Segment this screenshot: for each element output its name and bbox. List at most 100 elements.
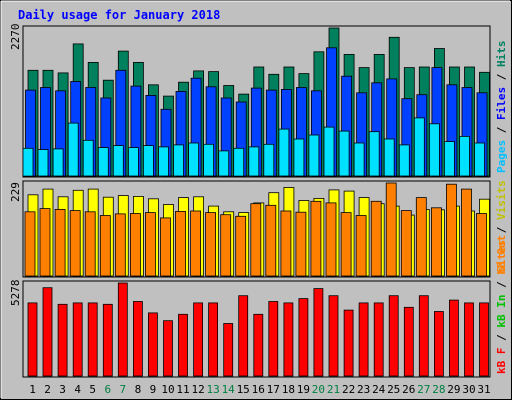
legend-mid: Sites / Visits xyxy=(495,180,508,273)
y-max-label-bottom: 5278 xyxy=(9,280,22,307)
day-label: 26 xyxy=(402,383,415,396)
bar-kbytes-day-30 xyxy=(464,302,474,377)
bar-pages-day-30 xyxy=(459,135,470,177)
bar-sites-day-2 xyxy=(39,208,51,277)
legend-top: Pages / Files / Hits xyxy=(495,41,508,174)
day-label: 7 xyxy=(119,383,126,396)
bar-kbytes-day-17 xyxy=(268,301,279,377)
bar-pages-day-3 xyxy=(52,148,64,177)
bar-sites-day-23 xyxy=(355,215,367,277)
day-label: 30 xyxy=(462,383,475,396)
day-label: 25 xyxy=(387,383,400,396)
bar-kbytes-day-6 xyxy=(102,303,113,377)
bar-sites-day-26 xyxy=(400,210,412,277)
bar-pages-day-1 xyxy=(22,147,34,177)
bar-sites-day-16 xyxy=(250,203,262,277)
bar-sites-day-1 xyxy=(24,211,36,277)
y-max-label-top: 2270 xyxy=(9,24,22,51)
day-label: 6 xyxy=(104,383,111,396)
bar-sites-day-27 xyxy=(415,197,427,277)
day-label: 20 xyxy=(312,383,325,396)
day-label: 24 xyxy=(372,383,386,396)
legend-files: Files xyxy=(495,87,508,120)
bar-kbytes-day-20 xyxy=(313,288,324,377)
day-label: 15 xyxy=(237,383,250,396)
day-label: 22 xyxy=(342,383,355,396)
bar-pages-day-11 xyxy=(173,144,184,177)
bar-pages-day-14 xyxy=(218,150,230,177)
legend-sep: / xyxy=(495,220,508,240)
bar-kbytes-day-7 xyxy=(117,282,128,377)
bar-kbytes-day-8 xyxy=(132,301,143,377)
bar-pages-day-13 xyxy=(203,143,215,177)
bar-sites-day-17 xyxy=(265,204,277,277)
day-label: 31 xyxy=(477,383,490,396)
bar-kbytes-day-21 xyxy=(328,295,339,377)
bar-kbytes-day-23 xyxy=(358,302,369,377)
bar-pages-day-19 xyxy=(293,138,305,177)
day-label: 5 xyxy=(89,383,96,396)
legend-kb-f: kB F xyxy=(495,348,508,375)
bar-sites-day-21 xyxy=(325,202,337,277)
bar-pages-day-20 xyxy=(308,134,320,177)
bar-pages-day-16 xyxy=(248,146,260,177)
bar-kbytes-day-4 xyxy=(72,302,83,377)
day-label: 4 xyxy=(74,383,81,396)
bar-pages-day-5 xyxy=(82,139,94,177)
bar-pages-day-15 xyxy=(233,147,245,177)
bar-kbytes-day-1 xyxy=(27,302,38,377)
day-label: 11 xyxy=(176,383,189,396)
legend-kb-out: kB Out xyxy=(495,235,508,275)
day-label: 2 xyxy=(44,383,51,396)
day-label: 14 xyxy=(222,383,236,396)
bar-pages-day-21 xyxy=(323,126,335,177)
bar-sites-day-24 xyxy=(370,200,382,277)
day-label: 10 xyxy=(161,383,174,396)
bar-pages-day-9 xyxy=(142,145,154,177)
bar-sites-day-10 xyxy=(160,217,171,277)
day-label: 17 xyxy=(267,383,280,396)
day-label: 8 xyxy=(135,383,142,396)
bar-pages-day-2 xyxy=(37,149,49,177)
bar-pages-day-6 xyxy=(97,147,109,177)
bar-pages-day-8 xyxy=(127,147,139,177)
day-label: 28 xyxy=(432,383,445,396)
y-max-label-mid: 229 xyxy=(9,182,22,202)
bar-sites-day-19 xyxy=(295,211,307,277)
bar-sites-day-14 xyxy=(220,214,232,277)
bar-sites-day-15 xyxy=(235,215,247,277)
bar-sites-day-11 xyxy=(175,210,186,277)
bar-pages-day-7 xyxy=(112,145,124,177)
bar-sites-day-28 xyxy=(430,207,442,277)
bar-sites-day-12 xyxy=(190,210,202,277)
bar-pages-day-4 xyxy=(67,122,79,177)
bar-kbytes-day-12 xyxy=(193,302,204,377)
day-label: 19 xyxy=(297,383,310,396)
day-label: 13 xyxy=(206,383,219,396)
bar-pages-day-25 xyxy=(383,138,395,177)
bar-sites-day-25 xyxy=(385,182,397,277)
legend-sep: / xyxy=(495,120,508,140)
bar-kbytes-day-22 xyxy=(343,309,354,377)
bar-kbytes-day-27 xyxy=(418,295,429,377)
day-label: 21 xyxy=(327,383,340,396)
bar-kbytes-day-29 xyxy=(448,299,459,377)
bar-sites-day-30 xyxy=(461,188,472,277)
bar-sites-day-5 xyxy=(84,211,96,277)
bar-kbytes-day-15 xyxy=(238,295,249,377)
bar-kbytes-day-14 xyxy=(223,323,234,377)
bar-sites-day-13 xyxy=(205,212,217,277)
bar-kbytes-day-13 xyxy=(208,302,219,377)
bar-sites-day-9 xyxy=(144,212,156,277)
bar-kbytes-day-26 xyxy=(403,306,414,377)
bar-sites-day-31 xyxy=(476,213,487,277)
bar-pages-day-27 xyxy=(413,117,425,177)
legend-sep: / xyxy=(495,275,508,295)
bar-pages-day-29 xyxy=(443,141,455,177)
bars-layer xyxy=(22,27,490,377)
bar-kbytes-day-24 xyxy=(373,302,384,377)
bar-sites-day-20 xyxy=(310,200,322,277)
day-label: 16 xyxy=(252,383,265,396)
bar-pages-day-12 xyxy=(188,142,200,177)
